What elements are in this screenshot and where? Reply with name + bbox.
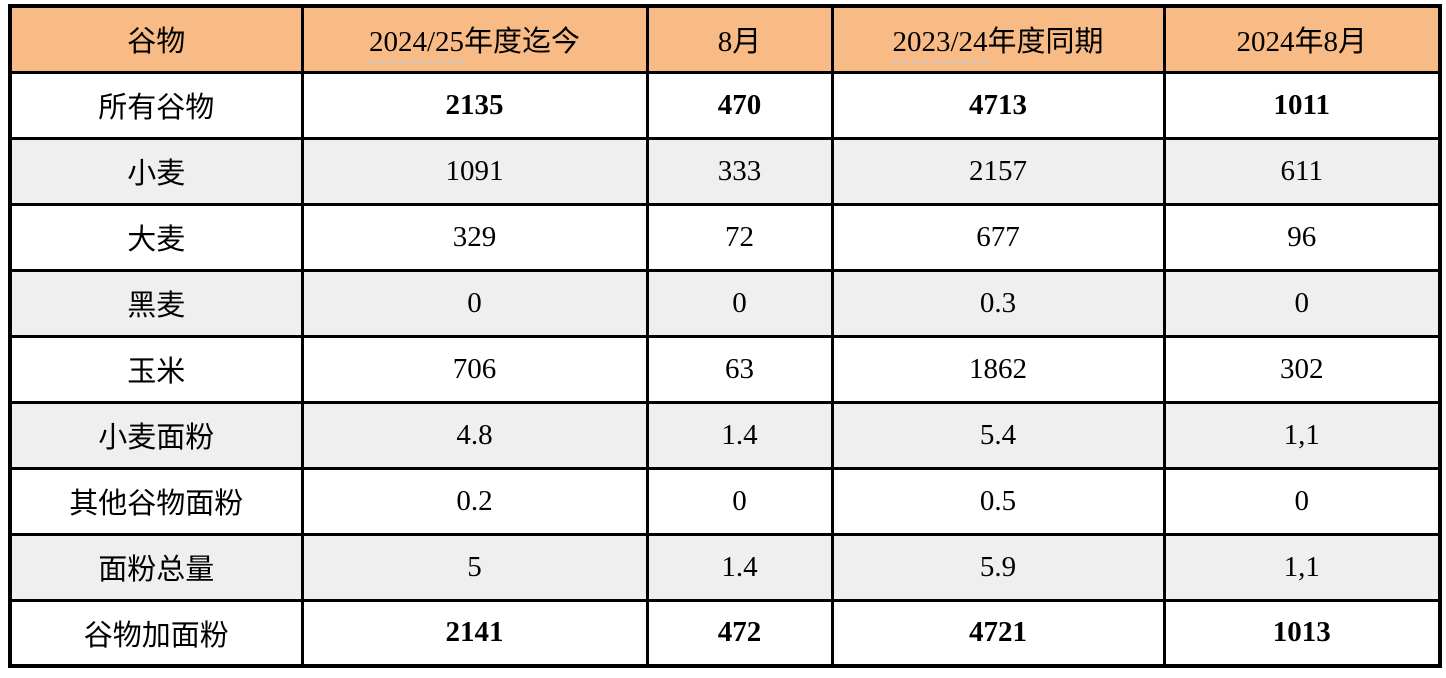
column-header-year-segment: 2024/25 (368, 26, 465, 64)
table-row: 小麦面粉 4.8 1.4 5.4 1,1 (8, 400, 1442, 470)
table-cell: 472 (645, 598, 834, 668)
table-cell: 5.9 (830, 532, 1166, 602)
table-cell: 1862 (830, 334, 1166, 404)
column-header-label: 谷物 (127, 26, 186, 59)
table-cell: 302 (1162, 334, 1442, 404)
row-label: 谷物加面粉 (8, 598, 304, 668)
table-cell: 5.4 (830, 400, 1166, 470)
table-cell: 1091 (300, 136, 649, 206)
table-cell: 470 (645, 70, 834, 140)
column-header-aug-2024: 2024年8月 (1162, 4, 1442, 74)
table-cell: 329 (300, 202, 649, 272)
table-cell: 0 (645, 466, 834, 536)
table-cell: 4.8 (300, 400, 649, 470)
row-label: 其他谷物面粉 (8, 466, 304, 536)
row-label: 所有谷物 (8, 70, 304, 140)
table-cell: 1.4 (645, 532, 834, 602)
table-row: 黑麦 0 0 0.3 0 (8, 268, 1442, 338)
table-cell: 72 (645, 202, 834, 272)
table-cell: 63 (645, 334, 834, 404)
table-cell: 0.5 (830, 466, 1166, 536)
table-row: 谷物加面粉 2141 472 4721 1013 (8, 598, 1442, 668)
table-cell: 4713 (830, 70, 1166, 140)
table-cell: 0 (1162, 268, 1442, 338)
column-header-label: 年度同期 (987, 26, 1104, 59)
table-row: 其他谷物面粉 0.2 0 0.5 0 (8, 466, 1442, 536)
row-label: 玉米 (8, 334, 304, 404)
table-cell: 0 (300, 268, 649, 338)
table-cell: 677 (830, 202, 1166, 272)
table-cell: 611 (1162, 136, 1442, 206)
table-cell: 1011 (1162, 70, 1442, 140)
table-cell: 706 (300, 334, 649, 404)
table-cell: 4721 (830, 598, 1166, 668)
row-label: 黑麦 (8, 268, 304, 338)
table-cell: 0 (1162, 466, 1442, 536)
column-header-prior-ytd: 2023/24年度同期 (830, 4, 1166, 74)
row-label: 小麦面粉 (8, 400, 304, 470)
table-cell: 2135 (300, 70, 649, 140)
table-cell: 2157 (830, 136, 1166, 206)
column-header-label: 2024年8月 (1236, 26, 1367, 59)
table-row: 大麦 329 72 677 96 (8, 202, 1442, 272)
table-cell: 0.3 (830, 268, 1166, 338)
column-header-year-segment: 2023/24 (892, 26, 988, 64)
table-cell: 0.2 (300, 466, 649, 536)
row-label: 大麦 (8, 202, 304, 272)
table-cell: 1,1 (1162, 400, 1442, 470)
table-row: 小麦 1091 333 2157 611 (8, 136, 1442, 206)
column-header-label: 8月 (717, 26, 762, 59)
column-header-ytd: 2024/25年度迄今 (300, 4, 649, 74)
table-cell: 5 (300, 532, 649, 602)
row-label: 面粉总量 (8, 532, 304, 602)
column-header-august: 8月 (645, 4, 834, 74)
table-cell: 96 (1162, 202, 1442, 272)
table-cell: 1013 (1162, 598, 1442, 668)
header-row: 谷物 2024/25年度迄今 8月 2023/24年度同期 2024年8月 (8, 4, 1442, 74)
table-cell: 1,1 (1162, 532, 1442, 602)
table-cell: 2141 (300, 598, 649, 668)
table-row: 面粉总量 5 1.4 5.9 1,1 (8, 532, 1442, 602)
column-header-grain: 谷物 (8, 4, 304, 74)
table-cell: 333 (645, 136, 834, 206)
table-row: 玉米 706 63 1862 302 (8, 334, 1442, 404)
grain-statistics-table: 谷物 2024/25年度迄今 8月 2023/24年度同期 2024年8月 所有… (8, 4, 1442, 668)
table-cell: 0 (645, 268, 834, 338)
table-cell: 1.4 (645, 400, 834, 470)
row-label: 小麦 (8, 136, 304, 206)
column-header-label: 年度迄今 (464, 26, 581, 59)
table-row: 所有谷物 2135 470 4713 1011 (8, 70, 1442, 140)
